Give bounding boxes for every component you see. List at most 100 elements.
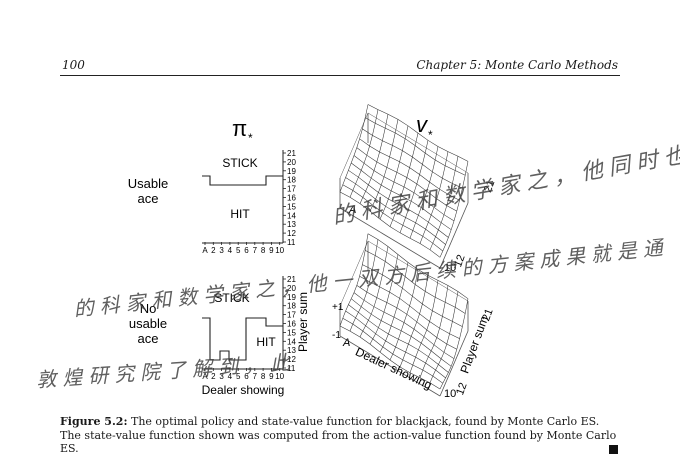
surface-mesh-line xyxy=(345,310,446,379)
value-title-sub: * xyxy=(428,128,433,142)
x-tick-label: 8 xyxy=(261,246,266,255)
surface-bot-twentyone-label: 21 xyxy=(480,307,495,323)
caption-label: Figure 5.2: xyxy=(60,415,128,428)
y-tick-label: 19 xyxy=(287,167,296,176)
surface-mesh-line xyxy=(362,128,463,189)
x-tick-label: 7 xyxy=(253,246,258,255)
surface-mesh-line xyxy=(367,233,469,299)
x-tick-label: 4 xyxy=(228,246,233,255)
y-tick-label: 14 xyxy=(287,211,296,220)
surface-frame-line xyxy=(439,202,469,269)
y-tick-label: 11 xyxy=(287,238,296,247)
player-sum-axis-title: Player sum xyxy=(296,292,310,352)
y-tick-label: 15 xyxy=(287,202,296,211)
row-label-nousable-2: usable xyxy=(129,316,167,331)
page-number: 100 xyxy=(62,58,85,72)
policy-title-sub: * xyxy=(248,131,253,145)
surface-mesh-line xyxy=(356,285,457,350)
y-tick-label: 18 xyxy=(287,302,296,311)
stick-label-bottom: STICK xyxy=(214,291,249,305)
x-tick-label: 4 xyxy=(228,372,233,381)
surface-frame-line xyxy=(339,240,369,307)
x-tick-label: 3 xyxy=(219,246,224,255)
x-tick-label: A xyxy=(202,246,208,255)
x-tick-label: 2 xyxy=(211,372,216,381)
y-tick-label: 19 xyxy=(287,293,296,302)
figure-caption: Figure 5.2: The optimal policy and state… xyxy=(60,415,620,456)
row-label-usable-2: ace xyxy=(138,191,159,206)
surface-plus-label: +1 xyxy=(332,302,344,313)
stick-label-top: STICK xyxy=(222,156,257,170)
surface-mesh-line xyxy=(356,147,457,212)
y-tick-label: 21 xyxy=(287,149,296,158)
policy-boundary-usable xyxy=(202,175,283,186)
surface-mesh-line xyxy=(353,155,455,222)
hit-label-top: HIT xyxy=(230,207,250,221)
figure-5-2: π * v * Usable ace No usable ace STICK H… xyxy=(128,104,497,400)
surface-mesh-line xyxy=(365,250,466,314)
y-tick-label: 12 xyxy=(287,229,296,238)
surface-mesh-line xyxy=(348,170,449,238)
y-tick-label: 16 xyxy=(287,194,296,203)
surface-frame-line xyxy=(367,112,469,174)
y-tick-label: 20 xyxy=(287,284,296,293)
y-tick-label: 13 xyxy=(287,346,296,355)
row-label-nousable-3: ace xyxy=(138,331,159,346)
value-title: v xyxy=(416,112,429,137)
x-tick-label: 8 xyxy=(261,372,266,381)
surface-mesh-line xyxy=(353,292,455,359)
surface-minus-label: -1 xyxy=(332,330,341,341)
surface-frame-line xyxy=(439,330,469,397)
x-tick-label: 6 xyxy=(244,372,249,381)
x-tick-label: 5 xyxy=(236,372,241,381)
x-tick-label: 9 xyxy=(269,246,274,255)
surface-mesh-line xyxy=(339,104,369,193)
surface-top-ten-label: 10 xyxy=(444,262,456,274)
header-rule xyxy=(60,75,620,76)
end-of-proof-square xyxy=(609,445,618,454)
y-tick-label: 17 xyxy=(287,185,296,194)
x-tick-label: 6 xyxy=(244,246,249,255)
x-tick-label: A xyxy=(202,372,208,381)
surface-mesh-line xyxy=(339,191,441,258)
surface-mesh-line xyxy=(365,117,466,176)
surface-top-ace-label: A xyxy=(348,204,356,216)
caption-text: The optimal policy and state-value funct… xyxy=(60,415,617,455)
value-surface-no-usable-ace xyxy=(339,233,469,397)
surface-top-twentyone-label: 21 xyxy=(482,179,497,195)
surface-mesh-line xyxy=(362,264,463,327)
row-label-nousable-1: No xyxy=(140,301,157,316)
y-tick-label: 18 xyxy=(287,176,296,185)
surface-bot-twelve-label: 12 xyxy=(454,381,469,397)
y-tick-label: 21 xyxy=(287,275,296,284)
running-head: Chapter 5: Monte Carlo Methods xyxy=(416,58,618,72)
y-tick-label: 13 xyxy=(287,220,296,229)
surface-mesh-line xyxy=(339,325,441,390)
x-tick-label: 9 xyxy=(269,372,274,381)
surface-bot-ace-label: A xyxy=(342,337,350,349)
surface-mesh-line xyxy=(359,138,460,201)
hit-label-bottom: HIT xyxy=(256,335,276,349)
row-label-usable-1: Usable xyxy=(128,176,168,191)
surface-mesh-line xyxy=(351,162,452,230)
x-tick-label: 7 xyxy=(253,372,258,381)
surface-mesh-line xyxy=(409,280,439,373)
surface-frame-line xyxy=(339,112,369,179)
surface-frame-line xyxy=(339,207,441,269)
surface-mesh-line xyxy=(342,184,443,252)
y-tick-label: 12 xyxy=(287,355,296,364)
dealer-showing-axis-title: Dealer showing xyxy=(202,383,285,397)
policy-title: π xyxy=(232,116,247,141)
y-tick-label: 15 xyxy=(287,328,296,337)
x-tick-label: 5 xyxy=(236,246,241,255)
surface-mesh-line xyxy=(359,275,460,339)
surface-mesh-line xyxy=(351,298,452,367)
y-tick-label: 20 xyxy=(287,158,296,167)
surface-mesh-line xyxy=(367,104,469,162)
x-tick-label: 3 xyxy=(219,372,224,381)
surface-bot-ten-label: 10 xyxy=(444,388,456,400)
policy-boundary-nousable xyxy=(202,317,283,361)
x-tick-label: 2 xyxy=(211,246,216,255)
